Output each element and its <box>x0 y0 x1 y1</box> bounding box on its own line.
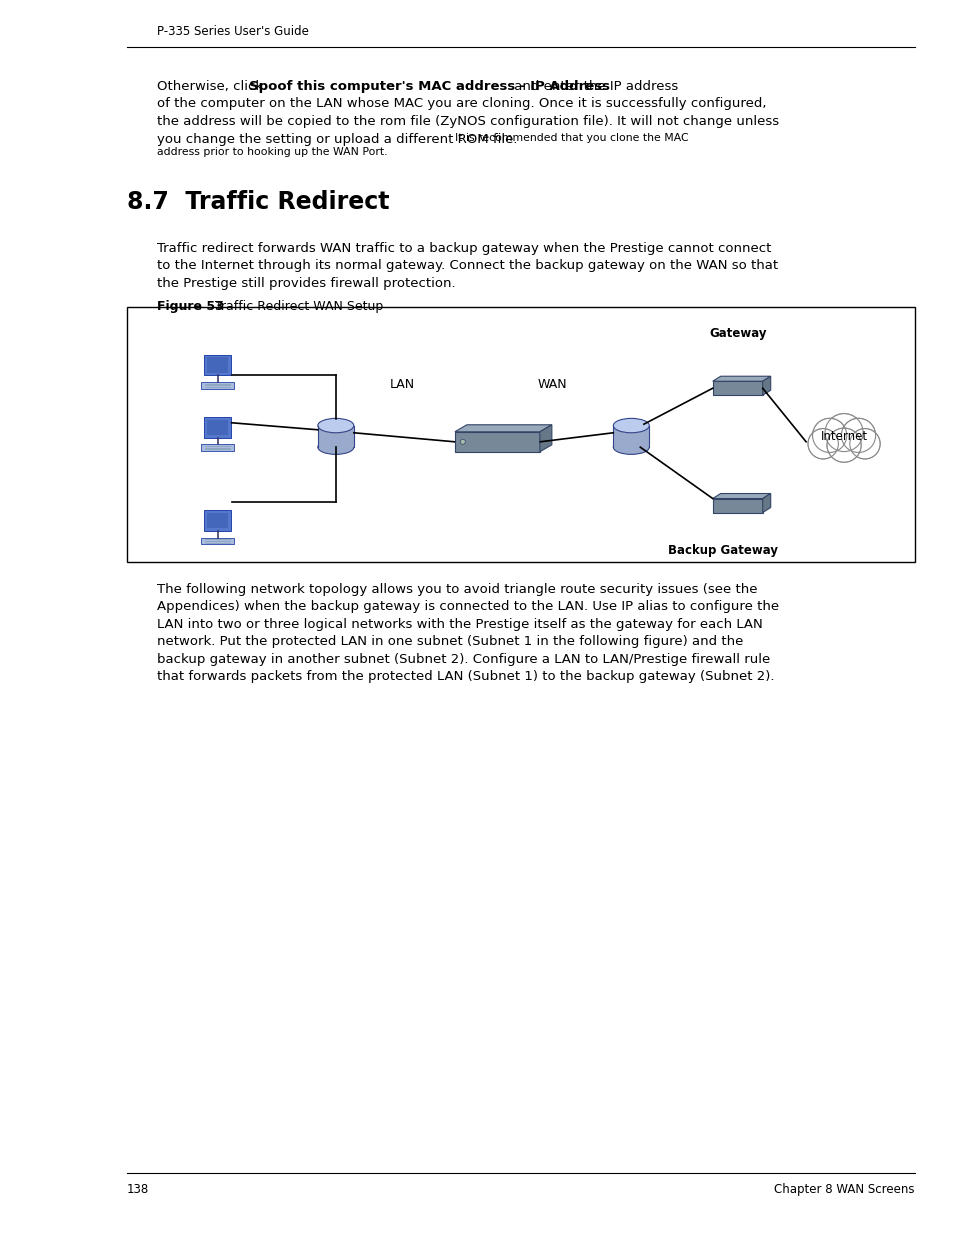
Bar <box>201 537 234 545</box>
Text: Backup Gateway: Backup Gateway <box>667 543 777 557</box>
Bar <box>207 420 228 435</box>
Ellipse shape <box>317 440 354 454</box>
Text: address prior to hooking up the WAN Port.: address prior to hooking up the WAN Port… <box>157 147 387 157</box>
Ellipse shape <box>613 440 649 454</box>
Polygon shape <box>712 377 770 382</box>
Ellipse shape <box>613 419 649 432</box>
Text: Otherwise, click: Otherwise, click <box>157 80 267 93</box>
Text: Figure 53: Figure 53 <box>157 300 224 312</box>
Text: you change the setting or upload a different ROM file.: you change the setting or upload a diffe… <box>157 132 517 146</box>
Text: that forwards packets from the protected LAN (Subnet 1) to the backup gateway (S: that forwards packets from the protected… <box>157 671 774 683</box>
Bar <box>613 426 649 447</box>
Circle shape <box>841 419 875 452</box>
Circle shape <box>807 429 838 459</box>
Text: P-335 Series User's Guide: P-335 Series User's Guide <box>157 25 309 38</box>
Text: the Prestige still provides firewall protection.: the Prestige still provides firewall pro… <box>157 277 456 290</box>
Bar <box>204 510 231 531</box>
Circle shape <box>460 440 465 445</box>
Text: It is recommended that you clone the MAC: It is recommended that you clone the MAC <box>455 132 687 142</box>
Bar <box>204 354 231 375</box>
Polygon shape <box>761 494 770 513</box>
Text: Spoof this computer's MAC address - IP Address: Spoof this computer's MAC address - IP A… <box>249 80 609 93</box>
Circle shape <box>849 429 880 459</box>
Text: Internet: Internet <box>820 430 866 443</box>
Bar <box>207 357 228 373</box>
Bar <box>127 306 914 562</box>
Bar <box>201 445 234 451</box>
Bar <box>204 417 231 437</box>
Text: Appendices) when the backup gateway is connected to the LAN. Use IP alias to con: Appendices) when the backup gateway is c… <box>157 600 779 613</box>
Bar <box>712 382 761 395</box>
Bar <box>201 382 234 389</box>
Text: 8.7  Traffic Redirect: 8.7 Traffic Redirect <box>127 190 389 214</box>
Text: backup gateway in another subnet (Subnet 2). Configure a LAN to LAN/Prestige fir: backup gateway in another subnet (Subnet… <box>157 652 769 666</box>
Text: WAN: WAN <box>537 378 567 391</box>
Polygon shape <box>712 494 770 499</box>
Text: Traffic Redirect WAN Setup: Traffic Redirect WAN Setup <box>203 300 383 312</box>
Text: Traffic redirect forwards WAN traffic to a backup gateway when the Prestige cann: Traffic redirect forwards WAN traffic to… <box>157 242 771 254</box>
Text: of the computer on the LAN whose MAC you are cloning. Once it is successfully co: of the computer on the LAN whose MAC you… <box>157 98 765 110</box>
Bar <box>207 513 228 529</box>
Polygon shape <box>761 377 770 395</box>
Text: and enter the IP address: and enter the IP address <box>509 80 678 93</box>
Text: LAN: LAN <box>390 378 415 391</box>
Bar <box>455 432 539 452</box>
Circle shape <box>824 414 862 452</box>
Text: LAN into two or three logical networks with the Prestige itself as the gateway f: LAN into two or three logical networks w… <box>157 618 762 631</box>
Text: Gateway: Gateway <box>708 327 765 340</box>
Text: The following network topology allows you to avoid triangle route security issue: The following network topology allows yo… <box>157 583 757 595</box>
Text: 138: 138 <box>127 1183 149 1195</box>
Text: the address will be copied to the rom file (ZyNOS configuration file). It will n: the address will be copied to the rom fi… <box>157 115 779 128</box>
Polygon shape <box>455 425 551 432</box>
Bar <box>317 426 354 447</box>
Polygon shape <box>539 425 551 452</box>
Circle shape <box>812 419 846 452</box>
Circle shape <box>826 429 861 462</box>
Text: network. Put the protected LAN in one subnet (Subnet 1 in the following figure) : network. Put the protected LAN in one su… <box>157 635 742 648</box>
Text: to the Internet through its normal gateway. Connect the backup gateway on the WA: to the Internet through its normal gatew… <box>157 259 778 273</box>
Text: Chapter 8 WAN Screens: Chapter 8 WAN Screens <box>774 1183 914 1195</box>
Bar <box>712 499 761 513</box>
Ellipse shape <box>317 419 354 432</box>
